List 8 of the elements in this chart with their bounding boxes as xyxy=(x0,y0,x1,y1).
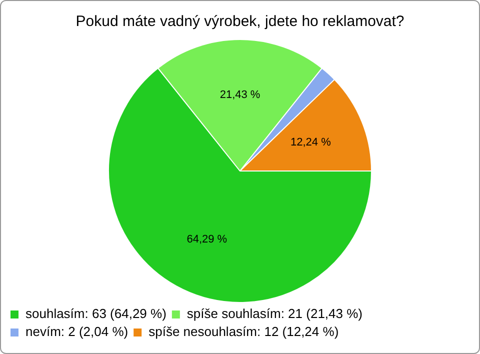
legend-label: souhlasím: 63 (64,29 %) xyxy=(26,306,166,322)
legend-label: spíše souhlasím: 21 (21,43 %) xyxy=(186,306,362,322)
chart-title: Pokud máte vadný výrobek, jdete ho reklamovat? xyxy=(76,13,404,30)
data-label: 64,29 % xyxy=(186,234,228,246)
legend-label: nevím: 2 (2,04 %) xyxy=(26,324,128,340)
data-label: 12,24 % xyxy=(290,136,332,148)
data-label: 21,43 % xyxy=(220,88,260,101)
legend-label: spíše nesouhlasím: 12 (12,24 %) xyxy=(148,324,339,340)
